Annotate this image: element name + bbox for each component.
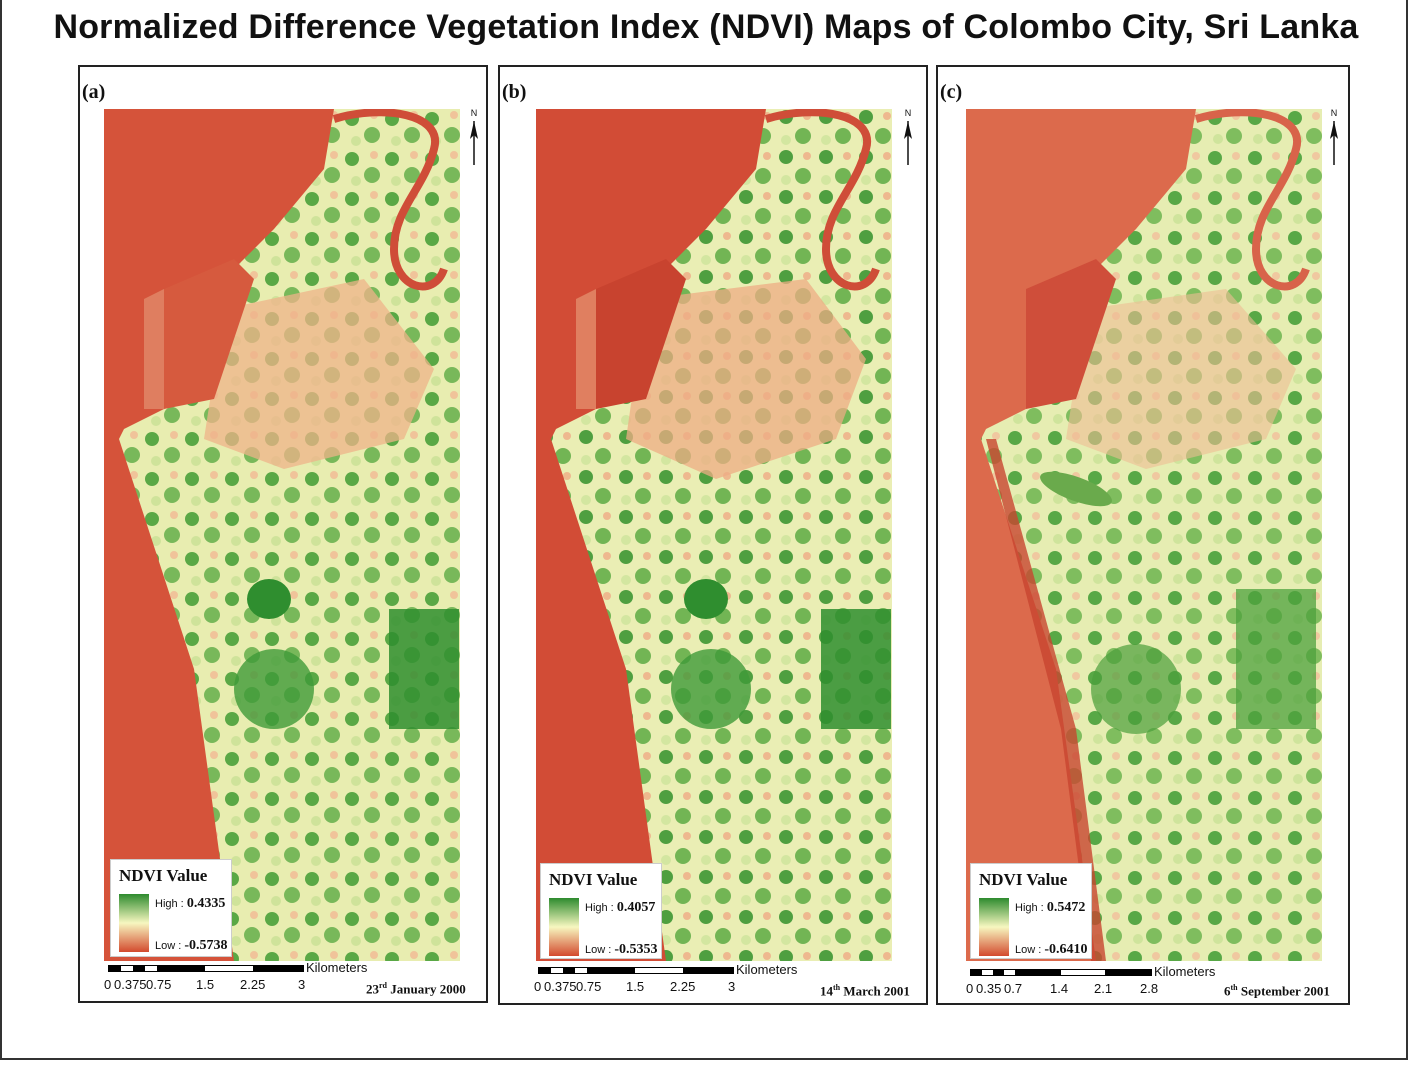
legend-high-label: High : [155,898,184,910]
legend-low-label: Low : [585,944,612,956]
legend-color-ramp [979,898,1009,956]
legend-low-label: Low : [1015,944,1042,956]
acquisition-date: 6th September 2001 [1224,983,1330,999]
scale-tick: 0.375 [114,977,147,992]
legend-high-label: High : [1015,902,1044,914]
scale-tick: 1.4 [1050,981,1069,996]
legend-low-value: -0.6410 [1044,942,1088,957]
scale-tick: 2.25 [240,977,266,992]
map-panel-b: (b) N NDVI Value High : 0.4057 Low : -0. [498,65,928,1005]
scale-tick: 0 [966,981,974,996]
acquisition-date: 14th March 2001 [820,983,910,999]
scale-tick: 0.75 [576,979,602,994]
legend-low-value: -0.5738 [184,938,228,953]
legend-title: NDVI Value [119,866,208,885]
north-label: N [471,108,478,118]
ndvi-legend: NDVI Value High : 0.4057 Low : -0.5353 [540,863,662,959]
map-panel-c: (c) N NDVI Value High : 0.5472 Low : -0. [936,65,1350,1005]
panel-label: (b) [502,81,527,103]
legend-color-ramp [549,898,579,956]
north-arrow-icon: N [1330,108,1338,165]
scale-unit: Kilometers [306,960,368,975]
scale-tick: 0.75 [146,977,172,992]
ndvi-map [104,109,460,961]
scale-tick: 2.25 [670,979,696,994]
scale-unit: Kilometers [1154,964,1216,979]
scale-tick: 0.35 [976,981,1002,996]
acquisition-date: 23rd January 2000 [366,981,466,997]
legend-title: NDVI Value [549,870,638,889]
legend-low-label: Low : [155,940,182,952]
north-arrow-icon: N [904,108,912,165]
ndvi-legend: NDVI Value High : 0.4335 Low : -0.5738 [110,859,232,957]
north-arrow-icon: N [470,108,478,165]
scale-tick: 0 [104,977,112,992]
legend-high-value: 0.4335 [186,896,226,911]
map-panel-a: (a) N NDVI Value [78,65,488,1003]
scale-tick: 2.1 [1094,981,1113,996]
scale-tick: 0.7 [1004,981,1023,996]
legend-high-value: 0.4057 [616,900,656,915]
scale-bar [970,969,1152,976]
north-label: N [905,108,912,118]
ndvi-legend: NDVI Value High : 0.5472 Low : -0.6410 [970,863,1092,959]
scale-tick: 3 [728,979,736,994]
legend-title: NDVI Value [979,870,1068,889]
legend-color-ramp [119,894,149,952]
legend-high-value: 0.5472 [1046,900,1086,915]
legend-high-label: High : [585,902,614,914]
scale-unit: Kilometers [736,962,798,977]
scale-tick: 0 [534,979,542,994]
panel-label: (a) [82,81,106,103]
legend-low-value: -0.5353 [614,942,658,957]
scale-tick: 1.5 [626,979,645,994]
north-label: N [1331,108,1338,118]
scale-bar [108,965,304,972]
scale-tick: 0.375 [544,979,577,994]
figure-title: Normalized Difference Vegetation Index (… [53,8,1359,46]
scale-tick: 2.8 [1140,981,1159,996]
scale-bar [538,967,734,974]
ndvi-map [966,109,1322,961]
panel-label: (c) [940,81,963,103]
scale-tick: 3 [298,977,306,992]
scale-tick: 1.5 [196,977,215,992]
ndvi-map [536,109,892,961]
